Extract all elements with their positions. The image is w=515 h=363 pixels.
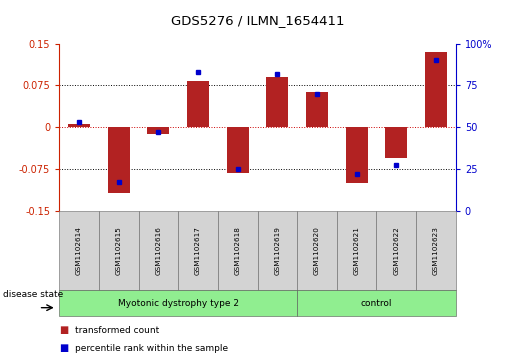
Bar	[187, 81, 209, 127]
Text: GSM1102617: GSM1102617	[195, 226, 201, 275]
Text: transformed count: transformed count	[75, 326, 159, 335]
Text: GSM1102616: GSM1102616	[156, 226, 161, 275]
Text: GSM1102622: GSM1102622	[393, 226, 399, 275]
Text: GSM1102614: GSM1102614	[76, 226, 82, 275]
Bar	[346, 127, 368, 183]
Text: GSM1102620: GSM1102620	[314, 226, 320, 275]
Text: percentile rank within the sample: percentile rank within the sample	[75, 344, 228, 353]
Text: disease state: disease state	[3, 290, 63, 299]
Text: control: control	[360, 299, 392, 307]
Text: ■: ■	[59, 343, 68, 354]
Bar	[108, 127, 130, 193]
Text: GSM1102618: GSM1102618	[235, 226, 241, 275]
Text: ■: ■	[59, 325, 68, 335]
Text: Myotonic dystrophy type 2: Myotonic dystrophy type 2	[118, 299, 238, 307]
Bar	[385, 127, 407, 158]
Bar	[68, 124, 90, 127]
Text: GSM1102623: GSM1102623	[433, 226, 439, 275]
Text: GSM1102621: GSM1102621	[354, 226, 359, 275]
Bar	[425, 52, 447, 127]
Bar	[227, 127, 249, 173]
Text: GSM1102615: GSM1102615	[116, 226, 122, 275]
Bar	[266, 77, 288, 127]
Text: GSM1102619: GSM1102619	[274, 226, 280, 275]
Text: GDS5276 / ILMN_1654411: GDS5276 / ILMN_1654411	[171, 15, 344, 28]
Bar	[306, 92, 328, 127]
Bar	[147, 127, 169, 134]
